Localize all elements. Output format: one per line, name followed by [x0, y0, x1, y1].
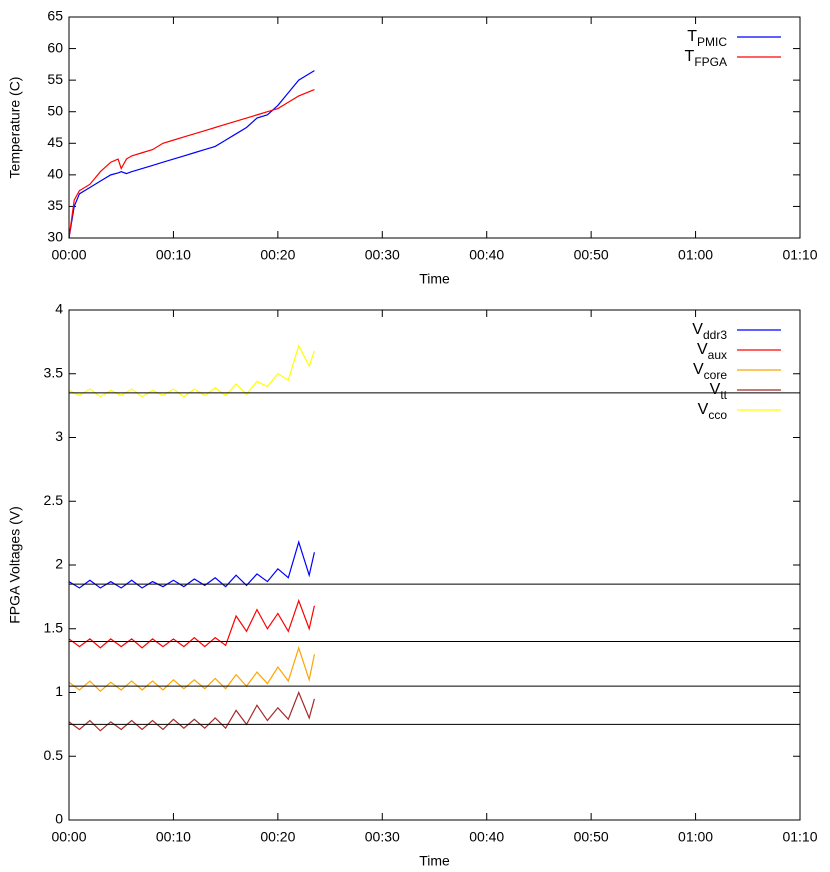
x-tick-label: 01:10 — [782, 829, 817, 845]
x-tick-label: 00:00 — [51, 247, 86, 263]
y-tick-label: 4 — [55, 301, 63, 317]
legend-label: Vaux — [697, 341, 727, 362]
y-tick-label: 30 — [47, 229, 63, 245]
y-tick-label: 50 — [47, 102, 63, 118]
legend-name: T — [687, 28, 697, 45]
legend-subscript: FPGA — [694, 55, 727, 69]
x-tick-label: 00:50 — [574, 247, 609, 263]
legend-name: V — [698, 401, 709, 418]
y-tick-label: 2.5 — [44, 492, 64, 508]
series-line — [68, 344, 315, 398]
series-line — [68, 598, 315, 649]
legend-label: Vtt — [710, 381, 728, 402]
y-tick-label: 2 — [55, 556, 63, 572]
y-tick-label: 35 — [47, 197, 63, 213]
x-tick-label: 00:10 — [156, 247, 191, 263]
plot-frame — [68, 16, 801, 239]
x-tick-label: 00:00 — [51, 829, 86, 845]
x-tick-label: 01:10 — [782, 247, 817, 263]
y-tick-label: 3 — [55, 428, 63, 444]
x-tick-label: 00:20 — [260, 247, 295, 263]
x-tick-label: 00:30 — [365, 247, 400, 263]
series-line — [68, 690, 315, 732]
y-axis-label: Temperature (C) — [7, 77, 23, 179]
y-tick-label: 65 — [47, 8, 63, 24]
y-tick-label: 45 — [47, 134, 63, 150]
y-axis-label: FPGA Voltages (V) — [7, 506, 23, 624]
y-tick-label: 60 — [47, 39, 63, 55]
x-tick-label: 00:10 — [156, 829, 191, 845]
y-tick-label: 1 — [55, 683, 63, 699]
legend-name: V — [693, 361, 704, 378]
legend-label: TFPGA — [685, 48, 727, 69]
x-tick-label: 01:00 — [678, 247, 713, 263]
y-tick-label: 40 — [47, 166, 63, 182]
y-tick-label: 0.5 — [44, 747, 64, 763]
x-tick-label: 01:00 — [678, 829, 713, 845]
x-tick-label: 00:40 — [469, 247, 504, 263]
series-line — [68, 70, 315, 239]
legend-subscript: ddr3 — [703, 328, 727, 342]
legend-name: V — [692, 321, 703, 338]
legend-name: V — [710, 381, 721, 398]
legend-name: T — [685, 48, 695, 65]
x-axis-label: Time — [419, 853, 450, 869]
legend-subscript: aux — [708, 348, 727, 362]
legend-subscript: tt — [720, 388, 727, 402]
y-tick-label: 0 — [55, 811, 63, 827]
x-axis-label: Time — [419, 271, 450, 287]
legend-label: TPMIC — [687, 28, 727, 49]
legend-subscript: core — [704, 368, 728, 382]
legend-label: Vddr3 — [692, 321, 727, 342]
x-tick-label: 00:40 — [469, 829, 504, 845]
legend-label: Vcore — [693, 361, 727, 382]
x-tick-label: 00:50 — [574, 829, 609, 845]
series-line — [68, 539, 315, 589]
legend-subscript: PMIC — [697, 35, 727, 49]
y-tick-label: 55 — [47, 71, 63, 87]
plot-frame — [68, 309, 801, 821]
legend-subscript: cco — [708, 408, 727, 422]
x-tick-label: 00:20 — [260, 829, 295, 845]
legend-name: V — [697, 341, 708, 358]
legend-label: Vcco — [698, 401, 728, 422]
y-tick-label: 1.5 — [44, 619, 64, 635]
series-line — [68, 645, 315, 693]
y-tick-label: 3.5 — [44, 364, 64, 380]
series-line — [68, 89, 315, 239]
x-tick-label: 00:30 — [365, 829, 400, 845]
